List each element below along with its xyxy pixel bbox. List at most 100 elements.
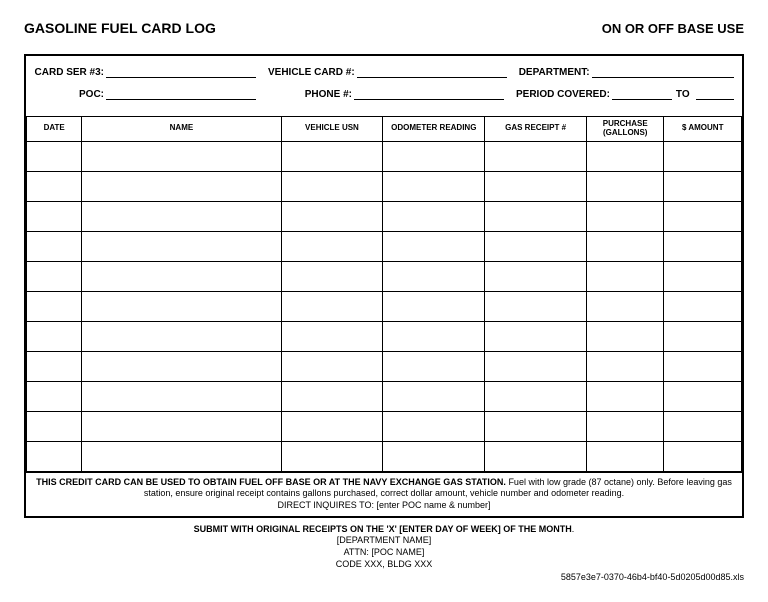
table-cell[interactable] — [383, 411, 485, 441]
table-cell[interactable] — [485, 351, 587, 381]
table-cell[interactable] — [586, 231, 663, 261]
table-cell[interactable] — [485, 381, 587, 411]
table-cell[interactable] — [383, 171, 485, 201]
table-cell[interactable] — [383, 291, 485, 321]
table-cell[interactable] — [586, 351, 663, 381]
table-cell[interactable] — [27, 411, 82, 441]
table-cell[interactable] — [27, 291, 82, 321]
table-cell[interactable] — [281, 321, 383, 351]
table-cell[interactable] — [383, 441, 485, 471]
table-cell[interactable] — [27, 321, 82, 351]
table-cell[interactable] — [485, 291, 587, 321]
table-row — [27, 291, 742, 321]
table-cell[interactable] — [27, 201, 82, 231]
table-cell[interactable] — [281, 231, 383, 261]
table-cell[interactable] — [664, 321, 742, 351]
form-container: CARD SER #3: VEHICLE CARD #: DEPARTMENT:… — [24, 54, 744, 518]
table-cell[interactable] — [664, 171, 742, 201]
poc-input[interactable] — [106, 88, 256, 100]
table-cell[interactable] — [281, 411, 383, 441]
phone-input[interactable] — [354, 88, 504, 100]
department-label: DEPARTMENT: — [519, 67, 592, 78]
notice-box: THIS CREDIT CARD CAN BE USED TO OBTAIN F… — [26, 472, 742, 516]
table-cell[interactable] — [27, 261, 82, 291]
col-name: NAME — [82, 117, 281, 142]
notice-bold: THIS CREDIT CARD CAN BE USED TO OBTAIN F… — [36, 477, 506, 487]
table-cell[interactable] — [281, 351, 383, 381]
table-cell[interactable] — [82, 291, 281, 321]
vehicle-card-input[interactable] — [357, 66, 507, 78]
table-cell[interactable] — [82, 351, 281, 381]
period-to-input[interactable] — [696, 88, 734, 100]
table-cell[interactable] — [82, 261, 281, 291]
table-cell[interactable] — [82, 231, 281, 261]
table-cell[interactable] — [485, 201, 587, 231]
table-cell[interactable] — [383, 261, 485, 291]
table-cell[interactable] — [664, 441, 742, 471]
submit-block: SUBMIT WITH ORIGINAL RECEIPTS ON THE 'X'… — [24, 524, 744, 571]
table-cell[interactable] — [27, 171, 82, 201]
table-cell[interactable] — [485, 321, 587, 351]
table-cell[interactable] — [82, 321, 281, 351]
table-row — [27, 321, 742, 351]
table-cell[interactable] — [383, 201, 485, 231]
card-ser-input[interactable] — [106, 66, 256, 78]
table-cell[interactable] — [485, 141, 587, 171]
table-cell[interactable] — [82, 381, 281, 411]
table-cell[interactable] — [485, 441, 587, 471]
table-cell[interactable] — [586, 141, 663, 171]
table-cell[interactable] — [27, 441, 82, 471]
table-cell[interactable] — [586, 321, 663, 351]
table-cell[interactable] — [664, 381, 742, 411]
table-cell[interactable] — [27, 351, 82, 381]
table-cell[interactable] — [586, 441, 663, 471]
table-cell[interactable] — [82, 411, 281, 441]
table-cell[interactable] — [281, 441, 383, 471]
table-cell[interactable] — [586, 291, 663, 321]
log-table: DATE NAME VEHICLE USN ODOMETER READING G… — [26, 116, 742, 472]
period-from-input[interactable] — [612, 88, 672, 100]
table-row — [27, 411, 742, 441]
submit-line1: SUBMIT WITH ORIGINAL RECEIPTS ON THE 'X'… — [194, 524, 572, 534]
table-cell[interactable] — [664, 141, 742, 171]
table-cell[interactable] — [82, 141, 281, 171]
table-cell[interactable] — [27, 231, 82, 261]
col-odometer: ODOMETER READING — [383, 117, 485, 142]
table-cell[interactable] — [664, 411, 742, 441]
submit-line4: CODE XXX, BLDG XXX — [336, 559, 433, 569]
table-cell[interactable] — [82, 441, 281, 471]
table-cell[interactable] — [27, 141, 82, 171]
table-cell[interactable] — [383, 321, 485, 351]
table-cell[interactable] — [383, 141, 485, 171]
table-cell[interactable] — [586, 171, 663, 201]
table-cell[interactable] — [281, 261, 383, 291]
table-cell[interactable] — [27, 381, 82, 411]
table-cell[interactable] — [281, 141, 383, 171]
table-cell[interactable] — [664, 201, 742, 231]
table-cell[interactable] — [281, 201, 383, 231]
table-cell[interactable] — [383, 231, 485, 261]
table-cell[interactable] — [664, 231, 742, 261]
table-row — [27, 441, 742, 471]
table-cell[interactable] — [586, 411, 663, 441]
table-cell[interactable] — [586, 381, 663, 411]
table-cell[interactable] — [485, 171, 587, 201]
table-cell[interactable] — [664, 291, 742, 321]
field-row-1: CARD SER #3: VEHICLE CARD #: DEPARTMENT: — [34, 66, 734, 78]
table-cell[interactable] — [82, 171, 281, 201]
table-cell[interactable] — [485, 411, 587, 441]
table-cell[interactable] — [383, 351, 485, 381]
table-cell[interactable] — [485, 261, 587, 291]
table-cell[interactable] — [281, 381, 383, 411]
phone-label: PHONE #: — [305, 89, 354, 100]
table-cell[interactable] — [485, 231, 587, 261]
table-cell[interactable] — [281, 291, 383, 321]
table-cell[interactable] — [281, 171, 383, 201]
table-cell[interactable] — [383, 381, 485, 411]
table-cell[interactable] — [82, 201, 281, 231]
table-cell[interactable] — [586, 201, 663, 231]
table-cell[interactable] — [586, 261, 663, 291]
table-cell[interactable] — [664, 351, 742, 381]
department-input[interactable] — [592, 66, 734, 78]
table-cell[interactable] — [664, 261, 742, 291]
